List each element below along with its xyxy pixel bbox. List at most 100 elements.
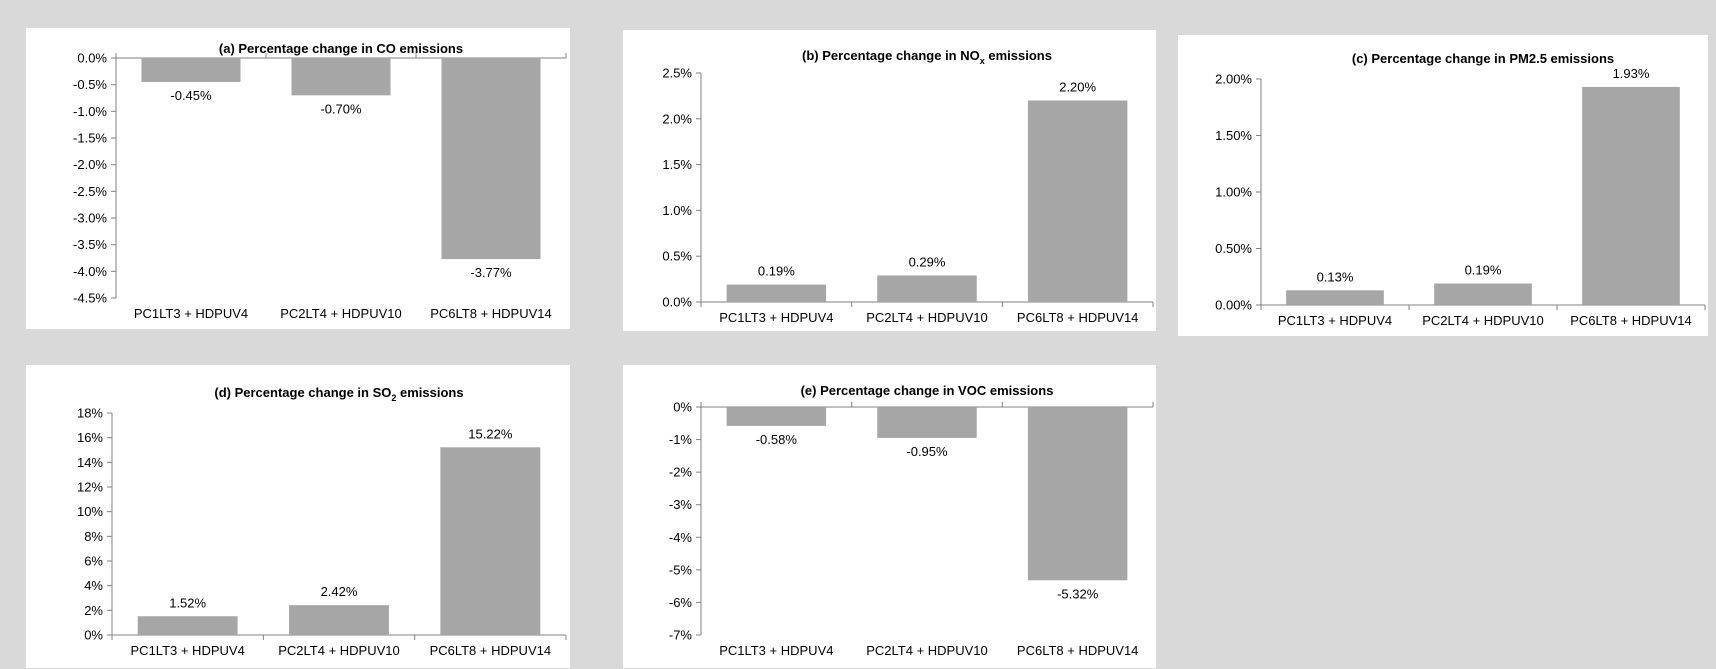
bar bbox=[726, 407, 827, 426]
y-tick-label: 18% bbox=[77, 406, 103, 421]
chart-panel-voc: (e) Percentage change in VOC emissions 0%… bbox=[623, 365, 1156, 668]
bar bbox=[441, 58, 541, 260]
category-label: PC1LT3 + HDPUV4 bbox=[719, 310, 833, 325]
y-tick-label: 4% bbox=[84, 578, 103, 593]
category-label: PC6LT8 + HDPUV14 bbox=[1570, 313, 1692, 328]
category-label: PC2LT4 + HDPUV10 bbox=[1422, 313, 1544, 328]
bar bbox=[440, 447, 541, 635]
y-tick-label: 0.0% bbox=[662, 295, 692, 310]
chart-title-subscript: 2 bbox=[391, 393, 396, 403]
y-tick-label: -0.5% bbox=[73, 77, 107, 92]
y-tick-label: 1.50% bbox=[1215, 128, 1252, 143]
bar bbox=[877, 275, 977, 302]
chart-panel-nox: (b) Percentage change in NOx emissions 0.… bbox=[623, 30, 1156, 331]
data-label: 2.42% bbox=[321, 584, 358, 599]
y-tick-label: 0% bbox=[673, 400, 692, 415]
y-tick-label: -4.0% bbox=[73, 264, 107, 279]
data-label: 0.29% bbox=[909, 254, 946, 269]
data-label: -0.58% bbox=[756, 432, 798, 447]
chart-title-subscript: x bbox=[980, 56, 985, 66]
y-tick-label: -6% bbox=[669, 595, 693, 610]
data-label: 0.19% bbox=[758, 264, 795, 279]
data-label: 1.93% bbox=[1613, 66, 1650, 81]
y-tick-label: -2.0% bbox=[73, 157, 107, 172]
y-tick-label: -7% bbox=[669, 628, 693, 643]
y-tick-label: 14% bbox=[77, 455, 103, 470]
chart-title: (b) Percentage change in NOx emissions bbox=[802, 48, 1052, 66]
chart-so2: (d) Percentage change in SO2 emissions 0%… bbox=[77, 385, 567, 658]
chart-title-suffix: emissions bbox=[396, 385, 463, 400]
chart-title: (d) Percentage change in SO2 emissions bbox=[214, 385, 463, 403]
category-label: PC6LT8 + HDPUV14 bbox=[430, 306, 552, 321]
data-label: -0.95% bbox=[906, 444, 948, 459]
y-tick-label: -1% bbox=[669, 432, 693, 447]
y-tick-label: 10% bbox=[77, 504, 103, 519]
y-tick-label: 1.00% bbox=[1215, 185, 1252, 200]
chart-title-suffix: emissions bbox=[985, 48, 1052, 63]
data-label: 1.52% bbox=[169, 595, 206, 610]
data-label: 2.20% bbox=[1059, 79, 1096, 94]
y-tick-label: 16% bbox=[77, 430, 103, 445]
category-label: PC6LT8 + HDPUV14 bbox=[1017, 643, 1139, 658]
y-tick-label: 2.5% bbox=[662, 66, 692, 81]
data-label: 0.19% bbox=[1465, 263, 1502, 278]
y-tick-label: 1.0% bbox=[662, 203, 692, 218]
chart-title: (c) Percentage change in PM2.5 emissions bbox=[1352, 51, 1614, 66]
y-tick-label: 0.5% bbox=[662, 249, 692, 264]
chart-panel-so2: (d) Percentage change in SO2 emissions 0%… bbox=[26, 365, 570, 668]
y-tick-label: 2.0% bbox=[662, 111, 692, 126]
chart-co: (a) Percentage change in CO emissions 0.0… bbox=[73, 41, 567, 321]
y-tick-label: -4.5% bbox=[73, 291, 107, 306]
data-label: 0.13% bbox=[1317, 269, 1354, 284]
chart-panel-pm25: (c) Percentage change in PM2.5 emissions… bbox=[1178, 35, 1708, 336]
chart-voc: (e) Percentage change in VOC emissions 0%… bbox=[669, 383, 1154, 658]
y-tick-label: -1.5% bbox=[73, 131, 107, 146]
bar bbox=[1027, 407, 1128, 581]
y-tick-label: 2.00% bbox=[1215, 72, 1252, 87]
y-tick-label: 0% bbox=[84, 628, 103, 643]
category-label: PC6LT8 + HDPUV14 bbox=[1017, 310, 1139, 325]
category-label: PC6LT8 + HDPUV14 bbox=[430, 643, 552, 658]
y-tick-label: 12% bbox=[77, 480, 103, 495]
y-tick-label: -3% bbox=[669, 497, 693, 512]
bar bbox=[137, 616, 238, 635]
y-tick-label: 8% bbox=[84, 529, 103, 544]
y-tick-label: 0.50% bbox=[1215, 241, 1252, 256]
y-tick-label: -2% bbox=[669, 465, 693, 480]
bar bbox=[1434, 283, 1532, 305]
chart-title: (a) Percentage change in CO emissions bbox=[219, 41, 463, 56]
category-label: PC2LT4 + HDPUV10 bbox=[278, 643, 400, 658]
bar bbox=[1027, 100, 1128, 302]
category-label: PC2LT4 + HDPUV10 bbox=[280, 306, 402, 321]
bar bbox=[141, 58, 241, 82]
data-label: -5.32% bbox=[1057, 586, 1099, 601]
y-tick-label: 6% bbox=[84, 554, 103, 569]
category-label: PC1LT3 + HDPUV4 bbox=[1278, 313, 1392, 328]
y-tick-label: -5% bbox=[669, 562, 693, 577]
y-tick-label: 2% bbox=[84, 603, 103, 618]
category-label: PC2LT4 + HDPUV10 bbox=[866, 310, 988, 325]
bar bbox=[291, 58, 391, 96]
category-label: PC1LT3 + HDPUV4 bbox=[719, 643, 833, 658]
y-tick-label: -3.5% bbox=[73, 237, 107, 252]
y-tick-label: 0.00% bbox=[1215, 298, 1252, 313]
data-label: 15.22% bbox=[468, 426, 513, 441]
data-label: -0.45% bbox=[170, 88, 212, 103]
category-label: PC1LT3 + HDPUV4 bbox=[134, 306, 248, 321]
y-tick-label: 0.0% bbox=[77, 51, 107, 66]
bar bbox=[877, 407, 977, 438]
category-label: PC1LT3 + HDPUV4 bbox=[131, 643, 245, 658]
bar bbox=[1582, 86, 1680, 305]
chart-panel-co: (a) Percentage change in CO emissions 0.0… bbox=[26, 28, 570, 329]
chart-nox: (b) Percentage change in NOx emissions 0.… bbox=[662, 48, 1154, 325]
chart-title: (e) Percentage change in VOC emissions bbox=[801, 383, 1054, 398]
y-tick-label: -3.0% bbox=[73, 211, 107, 226]
data-label: -0.70% bbox=[320, 101, 362, 116]
chart-pm25: (c) Percentage change in PM2.5 emissions… bbox=[1215, 51, 1706, 328]
y-tick-label: -1.0% bbox=[73, 104, 107, 119]
y-tick-label: -2.5% bbox=[73, 184, 107, 199]
bar bbox=[726, 284, 827, 302]
y-tick-label: 1.5% bbox=[662, 157, 692, 172]
bar bbox=[289, 605, 389, 635]
